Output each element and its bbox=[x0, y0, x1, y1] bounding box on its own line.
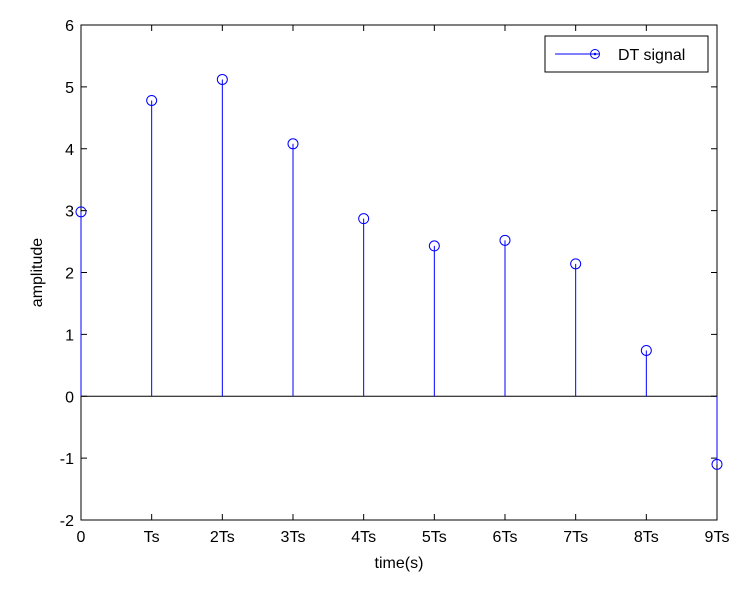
x-tick-label: 0 bbox=[77, 529, 86, 546]
axis-labels: time(s) amplitude bbox=[29, 238, 423, 572]
legend-marker-dot bbox=[593, 52, 597, 56]
legend-marker bbox=[590, 49, 600, 59]
stem-marker bbox=[570, 258, 582, 270]
legend: DT signal bbox=[544, 35, 709, 73]
y-tick-label: -1 bbox=[60, 451, 74, 468]
stem-marker bbox=[358, 213, 370, 225]
plot-area bbox=[80, 24, 718, 521]
x-tick-label: 6Ts bbox=[493, 529, 518, 546]
stems bbox=[75, 73, 723, 470]
stem-marker bbox=[499, 234, 511, 246]
x-tick-label: 7Ts bbox=[563, 529, 588, 546]
y-tick-label: -2 bbox=[60, 513, 74, 530]
axes-box bbox=[80, 24, 718, 521]
x-tick-label: 2Ts bbox=[210, 529, 235, 546]
x-tick-label: 3Ts bbox=[281, 529, 306, 546]
x-tick-label: 9Ts bbox=[705, 529, 730, 546]
stem-marker bbox=[75, 206, 87, 218]
legend-label: DT signal bbox=[618, 47, 685, 64]
y-tick-label: 6 bbox=[65, 18, 74, 35]
stem-marker bbox=[428, 240, 440, 252]
y-axis-label: amplitude bbox=[29, 238, 46, 307]
y-tick-label: 3 bbox=[65, 204, 74, 221]
y-tick-label: 1 bbox=[65, 327, 74, 344]
x-tick-label: 5Ts bbox=[422, 529, 447, 546]
x-tick-label: Ts bbox=[144, 529, 160, 546]
stem-marker bbox=[640, 344, 652, 356]
y-tick-label: 5 bbox=[65, 80, 74, 97]
y-tick-label: 2 bbox=[65, 266, 74, 283]
stem-marker bbox=[216, 73, 228, 85]
stem-marker bbox=[146, 94, 158, 106]
stem-marker bbox=[287, 138, 299, 150]
x-tick-label: 8Ts bbox=[634, 529, 659, 546]
y-tick-label: 4 bbox=[65, 142, 74, 159]
x-axis-label: time(s) bbox=[375, 555, 424, 572]
y-tick-label: 0 bbox=[65, 389, 74, 406]
axis-ticks: 0 Ts 2Ts 3Ts 4Ts 5Ts 6Ts 7Ts 8Ts 9Ts -2 -1 0 1 2 3 4 5 6 bbox=[60, 18, 730, 546]
stem-marker bbox=[711, 458, 723, 470]
x-tick-label: 4Ts bbox=[351, 529, 376, 546]
